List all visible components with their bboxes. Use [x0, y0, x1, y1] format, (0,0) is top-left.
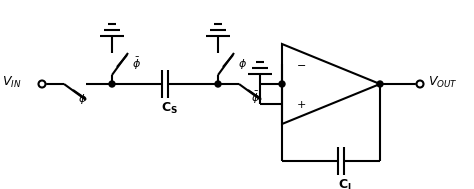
Text: $\bar{\phi}$: $\bar{\phi}$ — [250, 90, 259, 106]
Circle shape — [279, 81, 285, 87]
Circle shape — [215, 81, 221, 87]
Circle shape — [377, 81, 383, 87]
Text: $\mathit{V}_{IN}$: $\mathit{V}_{IN}$ — [2, 74, 21, 90]
Text: $+$: $+$ — [296, 98, 306, 109]
Circle shape — [109, 81, 115, 87]
Text: $\mathbf{C_S}$: $\mathbf{C_S}$ — [161, 101, 177, 116]
Circle shape — [417, 81, 423, 88]
Circle shape — [38, 81, 46, 88]
Text: $\mathbf{C_I}$: $\mathbf{C_I}$ — [338, 178, 352, 189]
Text: $-$: $-$ — [296, 59, 306, 69]
Text: $\phi$: $\phi$ — [78, 92, 86, 106]
Text: $\phi$: $\phi$ — [238, 57, 247, 71]
Text: $\bar{\phi}$: $\bar{\phi}$ — [132, 56, 141, 72]
Text: $\mathit{V}_{OUT}$: $\mathit{V}_{OUT}$ — [428, 74, 458, 90]
